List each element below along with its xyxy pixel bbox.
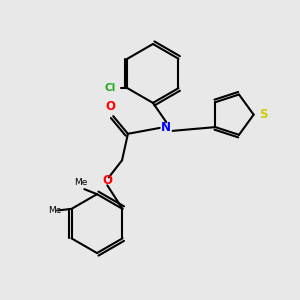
Text: O: O: [102, 174, 112, 188]
Text: Me: Me: [74, 178, 88, 187]
Text: S: S: [259, 108, 267, 121]
Text: N: N: [161, 122, 171, 134]
Text: O: O: [106, 100, 116, 112]
Text: Cl: Cl: [104, 83, 116, 93]
Text: Me: Me: [48, 206, 61, 215]
